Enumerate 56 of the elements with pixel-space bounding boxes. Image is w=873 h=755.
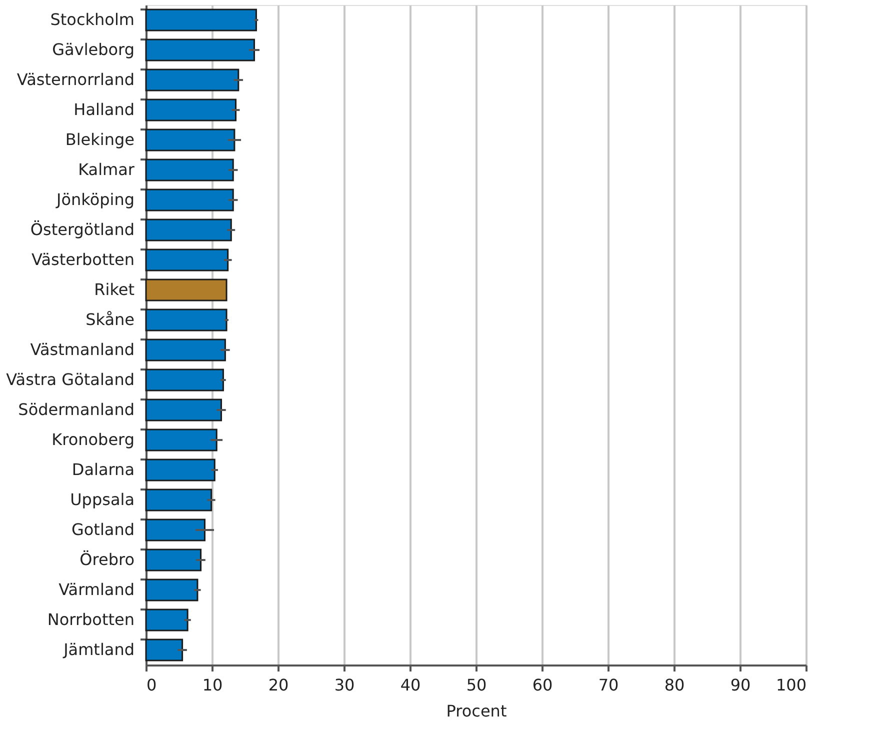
y-tick-label: Uppsala <box>70 490 134 509</box>
bar <box>145 338 226 362</box>
bar <box>145 128 236 152</box>
y-tick-label: Dalarna <box>72 460 134 479</box>
y-tick-label: Värmland <box>58 580 134 599</box>
x-tick-label: 70 <box>598 676 619 694</box>
x-tick-label: 60 <box>532 676 553 694</box>
bar <box>145 158 234 182</box>
bar <box>145 278 228 302</box>
bar <box>145 638 184 662</box>
bar <box>145 98 237 122</box>
y-tick-label: Stockholm <box>50 10 134 29</box>
x-tick-label: 90 <box>730 676 751 694</box>
y-tick-label: Västernorrland <box>16 70 134 89</box>
y-tick-label: Halland <box>74 100 134 119</box>
y-tick-label: Gotland <box>71 520 134 539</box>
y-tick-label: Kronoberg <box>52 430 134 449</box>
bar <box>145 368 224 392</box>
x-tick-label: 40 <box>400 676 421 694</box>
bar <box>145 248 229 272</box>
bar <box>145 548 202 572</box>
bar <box>145 578 198 602</box>
x-tick-label: 10 <box>202 676 223 694</box>
y-tick-label: Västra Götaland <box>6 370 134 389</box>
y-tick-label: Blekinge <box>65 130 134 149</box>
x-axis-title: Procent <box>446 702 507 720</box>
x-tick-label: 20 <box>268 676 289 694</box>
y-tick-label: Riket <box>94 280 134 299</box>
y-tick-label: Skåne <box>86 310 134 329</box>
x-tick-label: 0 <box>146 676 157 694</box>
x-tick-label: 30 <box>334 676 355 694</box>
bar <box>145 398 222 422</box>
bar <box>145 428 218 452</box>
bar <box>145 188 234 212</box>
y-tick-label: Gävleborg <box>52 40 134 59</box>
y-tick-label: Östergötland <box>30 220 134 239</box>
y-tick-label: Norrbotten <box>47 610 134 629</box>
bar <box>145 488 212 512</box>
x-tick-label: 50 <box>466 676 487 694</box>
y-tick-label: Västmanland <box>30 340 134 359</box>
bar <box>145 608 188 632</box>
y-tick-label: Jönköping <box>55 190 134 209</box>
bar <box>145 38 255 62</box>
x-tick-label: 80 <box>664 676 685 694</box>
y-tick-label: Jämtland <box>62 640 134 659</box>
bar <box>145 458 216 482</box>
bar <box>145 218 232 242</box>
y-tick-label: Södermanland <box>18 400 134 419</box>
bar <box>145 68 240 92</box>
y-tick-label: Örebro <box>80 550 134 569</box>
x-tick-label: 100 <box>776 676 806 694</box>
y-tick-label: Kalmar <box>78 160 135 179</box>
y-tick-label: Västerbotten <box>31 250 134 269</box>
bar <box>145 8 257 32</box>
bar <box>145 308 228 332</box>
bar <box>145 518 206 542</box>
